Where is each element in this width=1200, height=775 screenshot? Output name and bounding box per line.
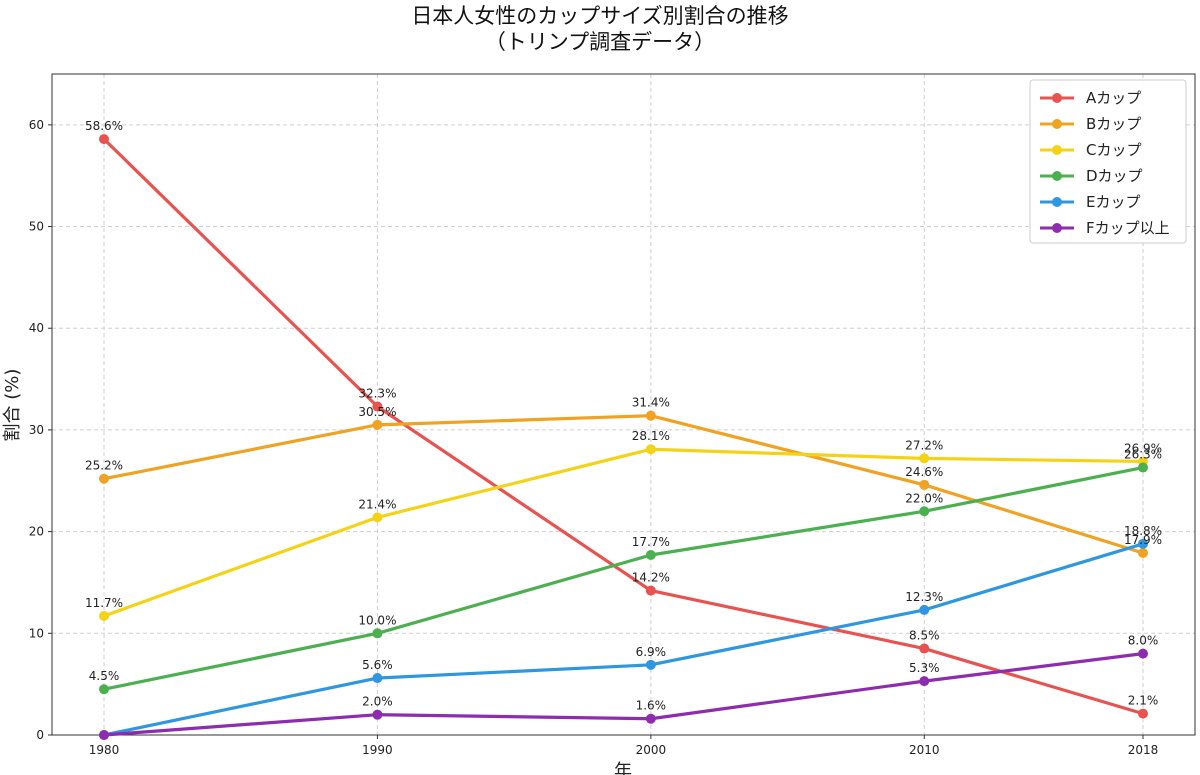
data-point [99,684,109,695]
data-label: 4.5% [89,669,120,683]
data-label: 6.9% [636,645,667,659]
data-point [645,585,656,596]
data-point [372,673,383,684]
data-point [919,506,930,517]
x-tick-label: 2010 [909,743,940,757]
data-label: 26.9% [1124,441,1162,455]
x-tick-label: 2018 [1128,743,1159,757]
data-point [919,643,930,654]
legend: Aカップ Bカップ Cカップ Dカップ Eカップ Fカップ以上 [1029,79,1187,244]
data-label: 27.2% [905,438,943,452]
data-label: 5.3% [909,661,940,675]
y-axis-ticks: 0 10 20 30 40 50 60 [29,118,52,742]
data-point [919,604,930,615]
y-tick-label: 50 [29,220,44,234]
legend-label: Dカップ [1086,167,1143,185]
data-label: 11.7% [85,596,123,610]
data-label: 12.3% [905,590,943,604]
series-line [102,137,1145,716]
legend-swatch-marker [1052,93,1062,103]
legend-label: Bカップ [1086,115,1141,133]
series-layer [99,134,1148,740]
data-label: 25.2% [85,459,123,473]
data-label: 2.0% [362,695,393,709]
x-tick-label: 2000 [636,743,667,757]
chart-title: 日本人女性のカップサイズ別割合の推移 [411,4,789,28]
legend-swatch-marker [1052,119,1062,129]
y-tick-label: 60 [29,118,44,132]
data-point [372,628,383,639]
data-label: 10.0% [358,613,396,627]
x-axis-label: 年 [614,761,632,775]
legend-label: Cカップ [1086,141,1141,159]
data-point [372,512,383,523]
x-axis-ticks: 1980 1990 2000 2010 2018 [89,735,1159,757]
data-point [645,410,656,421]
data-point [372,401,383,412]
data-point [919,676,930,687]
y-tick-label: 30 [29,423,44,437]
data-label: 22.0% [905,491,943,505]
data-label: 5.6% [362,658,393,672]
y-tick-label: 0 [36,728,44,742]
data-point [99,730,109,740]
data-label: 24.6% [905,465,943,479]
data-label: 28.1% [632,429,670,443]
legend-swatch-marker [1052,223,1062,233]
data-label: 18.8% [1124,524,1162,538]
legend-swatch-marker [1052,197,1062,207]
x-tick-label: 1990 [362,743,393,757]
data-label: 8.5% [909,629,940,643]
data-label: 30.5% [358,405,396,419]
data-point [645,659,656,670]
data-label: 2.1% [1128,694,1159,708]
series-line [102,414,1145,555]
legend-swatch-marker [1052,145,1062,155]
legend-label: Eカップ [1086,193,1140,211]
data-label: 14.2% [632,571,670,585]
plot-frame [51,73,1196,736]
data-point [645,444,656,455]
data-label: 17.9% [1124,533,1162,547]
data-label: 58.6% [85,119,123,133]
data-label: 1.6% [636,699,667,713]
data-point [1138,462,1148,473]
chart-subtitle: （トリンプ調査データ） [484,30,716,54]
series-line [102,465,1145,691]
data-label: 21.4% [358,497,396,511]
data-point [372,709,383,720]
data-point [99,473,109,484]
data-label: 31.4% [632,396,670,410]
data-point [919,453,930,464]
legend-label: Aカップ [1086,89,1141,107]
data-point [1138,538,1148,549]
data-label: 26.3% [1124,448,1162,462]
x-tick-label: 1980 [89,743,120,757]
data-label: 32.3% [358,387,396,401]
legend-swatch-marker [1052,171,1062,181]
grid-lines [52,74,1195,736]
data-point [645,713,656,724]
data-point [645,550,656,561]
data-point [1138,708,1148,719]
data-label: 8.0% [1128,634,1159,648]
data-point [919,479,930,490]
data-point [1138,547,1148,558]
data-point [1138,648,1148,659]
data-point [372,419,383,430]
y-tick-label: 10 [29,626,44,640]
y-tick-label: 40 [29,321,44,335]
data-labels: 58.6% 32.3% 14.2% 8.5% 2.1% 25.2% 30.5% 31.4% 24… [85,119,1162,713]
legend-label: Fカップ以上 [1086,219,1170,237]
data-label: 17.7% [632,535,670,549]
y-axis-label: 割合 (%) [2,369,23,442]
data-point [99,611,109,622]
data-point [99,134,109,145]
y-tick-label: 20 [29,525,44,539]
